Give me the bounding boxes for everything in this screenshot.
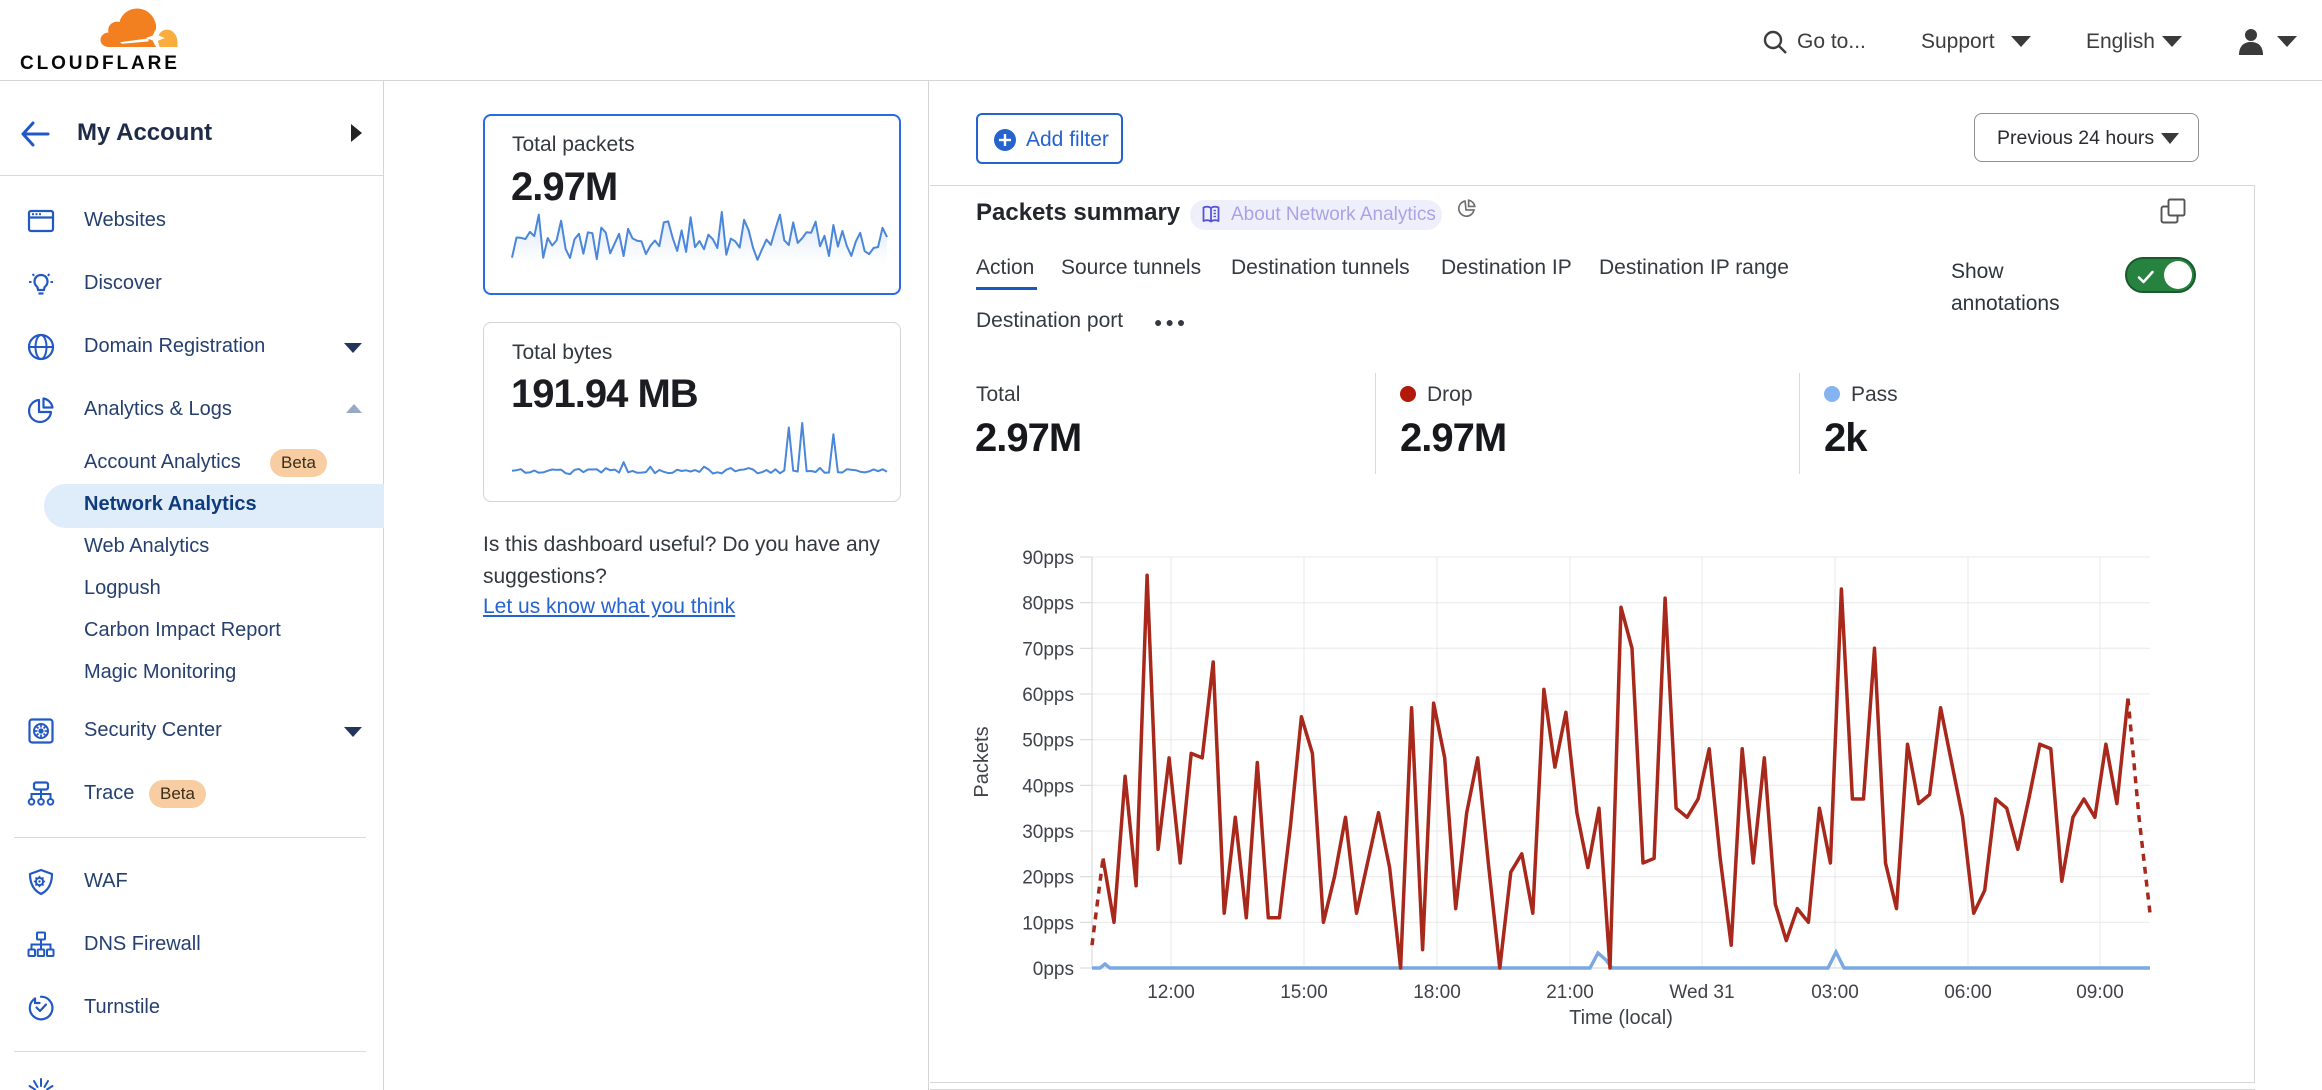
svg-text:30pps: 30pps bbox=[1022, 822, 1074, 843]
svg-text:18:00: 18:00 bbox=[1413, 982, 1461, 1003]
svg-text:06:00: 06:00 bbox=[1944, 982, 1992, 1003]
svg-text:70pps: 70pps bbox=[1022, 639, 1074, 660]
svg-text:50pps: 50pps bbox=[1022, 731, 1074, 752]
svg-text:Time (local): Time (local) bbox=[1569, 1007, 1673, 1029]
svg-text:03:00: 03:00 bbox=[1811, 982, 1859, 1003]
svg-text:60pps: 60pps bbox=[1022, 685, 1074, 706]
svg-text:40pps: 40pps bbox=[1022, 776, 1074, 797]
svg-text:20pps: 20pps bbox=[1022, 868, 1074, 889]
svg-text:Packets: Packets bbox=[971, 726, 993, 797]
svg-text:Wed 31: Wed 31 bbox=[1669, 982, 1734, 1003]
svg-text:90pps: 90pps bbox=[1022, 548, 1074, 569]
svg-text:09:00: 09:00 bbox=[2076, 982, 2124, 1003]
svg-text:10pps: 10pps bbox=[1022, 913, 1074, 934]
svg-text:21:00: 21:00 bbox=[1546, 982, 1594, 1003]
svg-text:80pps: 80pps bbox=[1022, 594, 1074, 615]
svg-text:15:00: 15:00 bbox=[1280, 982, 1328, 1003]
svg-text:0pps: 0pps bbox=[1033, 959, 1074, 980]
svg-text:12:00: 12:00 bbox=[1147, 982, 1195, 1003]
